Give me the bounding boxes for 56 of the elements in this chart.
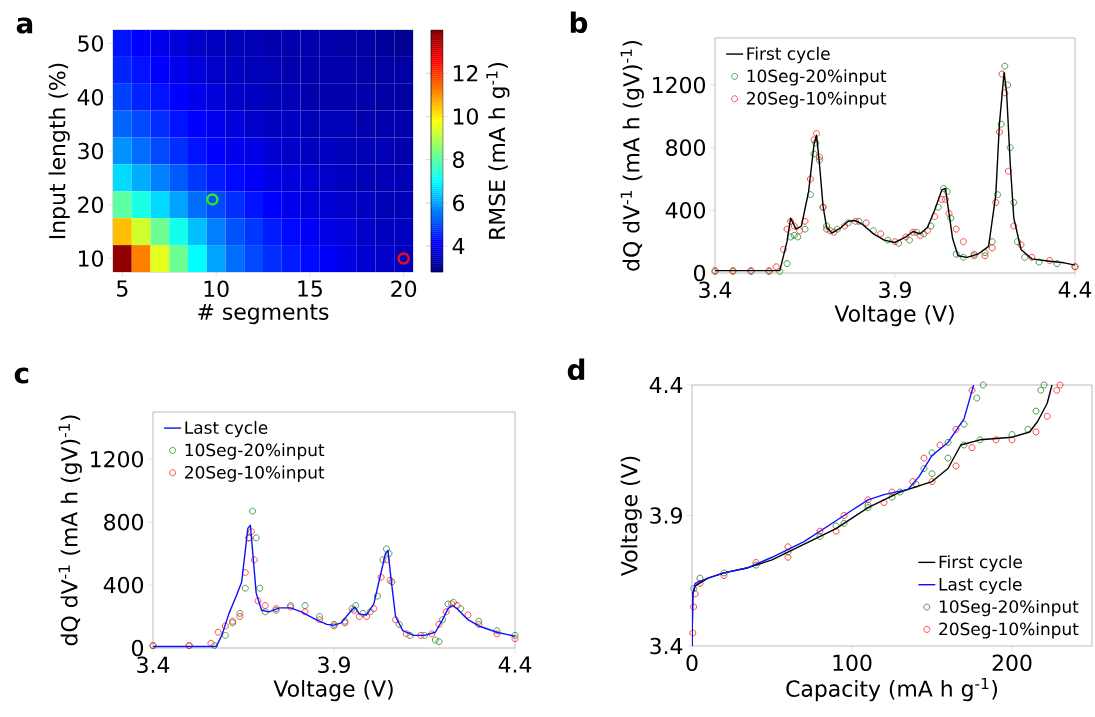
y-tick-label: 0 <box>131 639 144 657</box>
legend-label: 10Seg-20%input <box>939 599 1079 617</box>
y-tick-label: 0 <box>693 264 706 282</box>
y-tick-label: 20 <box>78 196 104 214</box>
x-tick-label: 3.9 <box>879 281 911 299</box>
x-tick-label: 3.4 <box>699 281 732 299</box>
y-axis-title: dQ dV$^{-1}$ (mA h (gV)$^{-1}$) <box>620 40 644 271</box>
y-axis-title: dQ dV$^{-1}$ (mA h (gV)$^{-1}$) <box>58 415 82 646</box>
chart-title: c <box>14 367 29 384</box>
color-bar-label: 12 <box>453 65 478 82</box>
legend-label: Last cycle <box>185 420 268 438</box>
y-tick-label: 800 <box>104 513 144 531</box>
y-tick-label: 10 <box>79 250 104 267</box>
x-tick-label: 20 <box>391 280 417 298</box>
legend-label: 20Seg-10%input <box>185 465 325 482</box>
y-tick-label: 1200 <box>91 450 143 468</box>
legend-label: First cycle <box>747 46 830 64</box>
y-tick-label: 3.9 <box>650 507 682 524</box>
chart-title: a <box>16 17 33 34</box>
y-tick-label: 400 <box>103 576 144 594</box>
y-tick-label: 30 <box>78 142 104 160</box>
color-bar-label: 6 <box>453 194 465 212</box>
x-axis-title: Capacity (mA h g$^{-1}$) <box>786 677 997 702</box>
legend-label: 20Seg-10%input <box>747 91 887 108</box>
color-bar-title: RMSE (mA h g$^{-1}$) <box>486 62 510 239</box>
x-tick-label: 4.4 <box>498 656 532 673</box>
y-axis-title: Voltage (V) <box>620 456 642 576</box>
y-tick-label: 400 <box>665 202 706 219</box>
legend-label: First cycle <box>939 555 1022 572</box>
x-tick-label: 5 <box>117 280 128 297</box>
y-axis-title: Input length (%) <box>48 63 70 239</box>
y-tick-label: 4.4 <box>649 377 683 393</box>
y-tick-label: 50 <box>78 35 104 52</box>
legend-label: 10Seg-20%input <box>185 443 325 460</box>
x-axis-title: Voltage (V) <box>834 304 954 327</box>
y-tick-label: 3.4 <box>650 637 683 655</box>
legend-label: Last cycle <box>939 577 1022 594</box>
legend-label: 10Seg-20%input <box>747 69 887 86</box>
x-tick-label: 100 <box>833 654 872 672</box>
color-bar-label: 4 <box>452 238 465 255</box>
y-tick-label: 800 <box>666 139 706 156</box>
x-tick-label: 4.4 <box>1058 281 1092 298</box>
x-tick-label: 3.9 <box>318 656 350 674</box>
y-tick-label: 40 <box>77 88 104 106</box>
x-tick-label: 10 <box>204 280 229 298</box>
x-tick-label: 200 <box>992 654 1032 672</box>
chart-title: d <box>567 358 585 381</box>
x-tick-label: 3.4 <box>137 656 170 674</box>
color-bar-label: 8 <box>453 151 464 168</box>
legend-label: 20Seg-10%input <box>939 622 1079 639</box>
x-tick-label: 15 <box>298 280 322 297</box>
x-axis-title: Voltage (V) <box>273 679 393 702</box>
color-bar-label: 10 <box>453 108 478 125</box>
chart-title: b <box>570 11 588 34</box>
x-axis-title: # segments <box>198 303 329 325</box>
y-tick-label: 1200 <box>653 76 706 94</box>
